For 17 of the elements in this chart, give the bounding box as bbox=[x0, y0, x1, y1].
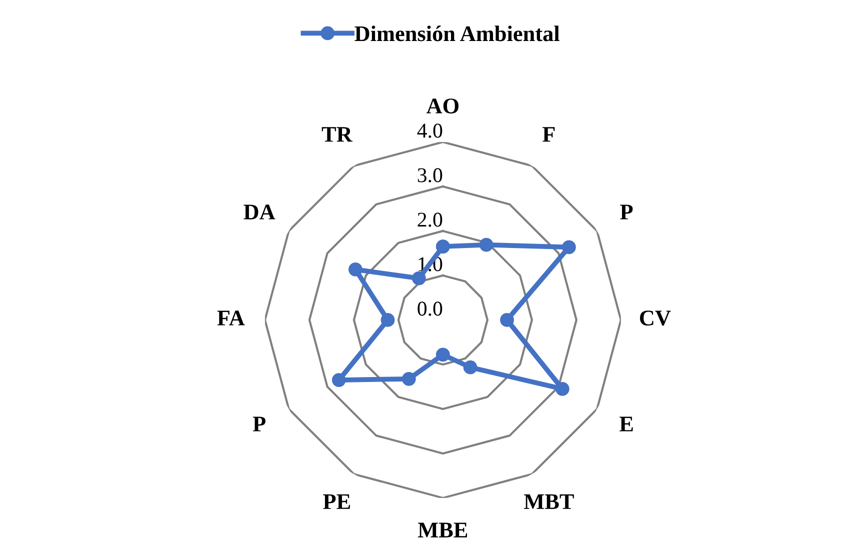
spoke-label: MBE bbox=[418, 522, 468, 538]
spoke-label: AO bbox=[426, 98, 459, 114]
spoke-label: MBT bbox=[524, 494, 574, 509]
spoke-label: TR bbox=[322, 127, 353, 142]
spoke-label: F bbox=[542, 127, 555, 142]
y-tick-label: 3.0 bbox=[418, 168, 442, 182]
legend-label: Dimensión Ambiental bbox=[354, 26, 560, 42]
spoke-label: FA bbox=[217, 310, 245, 326]
y-tick-label: 4.0 bbox=[417, 124, 442, 138]
spoke-label: E bbox=[620, 416, 633, 432]
y-tick-label: 0.0 bbox=[418, 302, 442, 316]
spoke-label: CV bbox=[640, 310, 671, 326]
spoke-label: P bbox=[620, 204, 633, 220]
y-tick-label: 2.0 bbox=[418, 212, 442, 227]
spoke-label: P bbox=[252, 416, 266, 432]
spoke-label: DA bbox=[244, 204, 276, 220]
spoke-label: PE bbox=[323, 494, 350, 509]
